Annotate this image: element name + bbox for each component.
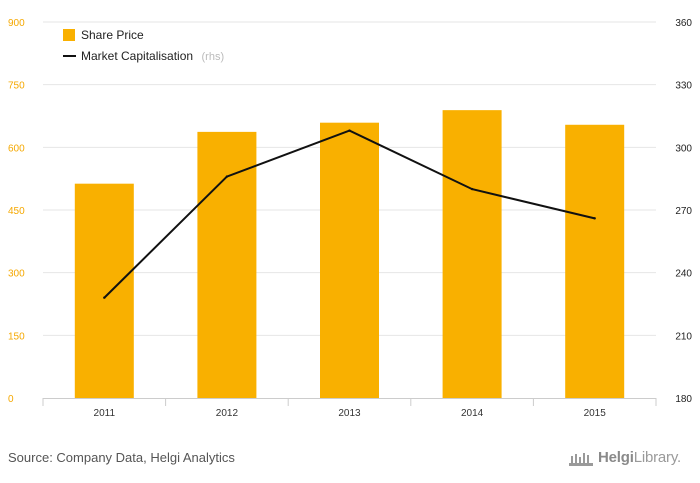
x-tick-2013: 2013 bbox=[338, 408, 361, 419]
market-cap-point-2015 bbox=[593, 217, 596, 220]
y-right-tick-210: 210 bbox=[675, 331, 692, 342]
y-axis-right: 180 210 240 270 300 330 360 bbox=[675, 18, 692, 405]
bar-2013 bbox=[320, 122, 379, 398]
helgi-library-logo: HelgiLibrary. bbox=[568, 449, 694, 469]
legend-market-cap-name: Market Capitalisation bbox=[81, 49, 193, 63]
logo-text: HelgiLibrary. bbox=[598, 449, 681, 466]
x-tick-2015: 2015 bbox=[584, 408, 607, 419]
library-building-icon bbox=[569, 453, 593, 466]
legend-label-market-cap: Market Capitalisation (rhs) bbox=[81, 47, 224, 64]
y-left-tick-750: 750 bbox=[8, 81, 25, 92]
y-left-tick-300: 300 bbox=[8, 269, 25, 280]
y-right-tick-180: 180 bbox=[675, 394, 692, 405]
y-right-tick-240: 240 bbox=[675, 269, 692, 280]
x-axis: 2011 2012 2013 2014 2015 bbox=[42, 398, 657, 419]
y-right-tick-270: 270 bbox=[675, 206, 692, 217]
legend-label-share-price: Share Price bbox=[81, 28, 144, 42]
logo-text-helgi: Helgi bbox=[598, 449, 634, 466]
bar-2014 bbox=[442, 110, 502, 398]
y-right-tick-300: 300 bbox=[675, 143, 692, 154]
market-cap-point-2011 bbox=[103, 296, 106, 299]
y-left-tick-0: 0 bbox=[8, 394, 14, 405]
bar-2015 bbox=[565, 124, 625, 399]
chart: 0 150 300 450 600 750 900 180 210 240 270 300 330 36… bbox=[8, 18, 692, 419]
y-left-tick-150: 150 bbox=[8, 331, 25, 342]
x-tick-2011: 2011 bbox=[94, 408, 116, 419]
y-left-tick-900: 900 bbox=[8, 18, 25, 29]
y-right-tick-360: 360 bbox=[675, 18, 692, 29]
y-right-tick-330: 330 bbox=[675, 81, 692, 92]
bars-share-price bbox=[74, 110, 625, 399]
market-cap-point-2012 bbox=[225, 175, 229, 178]
market-cap-point-2013 bbox=[348, 129, 351, 132]
market-cap-point-2014 bbox=[470, 187, 474, 191]
y-axis-left: 0 150 300 450 600 750 900 bbox=[8, 18, 25, 405]
x-tick-2014: 2014 bbox=[461, 408, 484, 419]
x-tick-2012: 2012 bbox=[216, 408, 239, 419]
bar-2012 bbox=[197, 131, 257, 398]
logo-text-library: Library. bbox=[633, 449, 682, 466]
line-market-capitalisation bbox=[103, 129, 596, 299]
legend-swatch-share-price bbox=[63, 29, 75, 41]
source-note: Source: Company Data, Helgi Analytics bbox=[8, 450, 235, 465]
bar-2011 bbox=[74, 183, 134, 398]
y-left-tick-600: 600 bbox=[8, 143, 25, 154]
y-left-tick-450: 450 bbox=[8, 206, 25, 217]
legend: Share Price Market Capitalisation (rhs) bbox=[63, 28, 224, 64]
legend-market-cap-note: (rhs) bbox=[202, 51, 225, 63]
